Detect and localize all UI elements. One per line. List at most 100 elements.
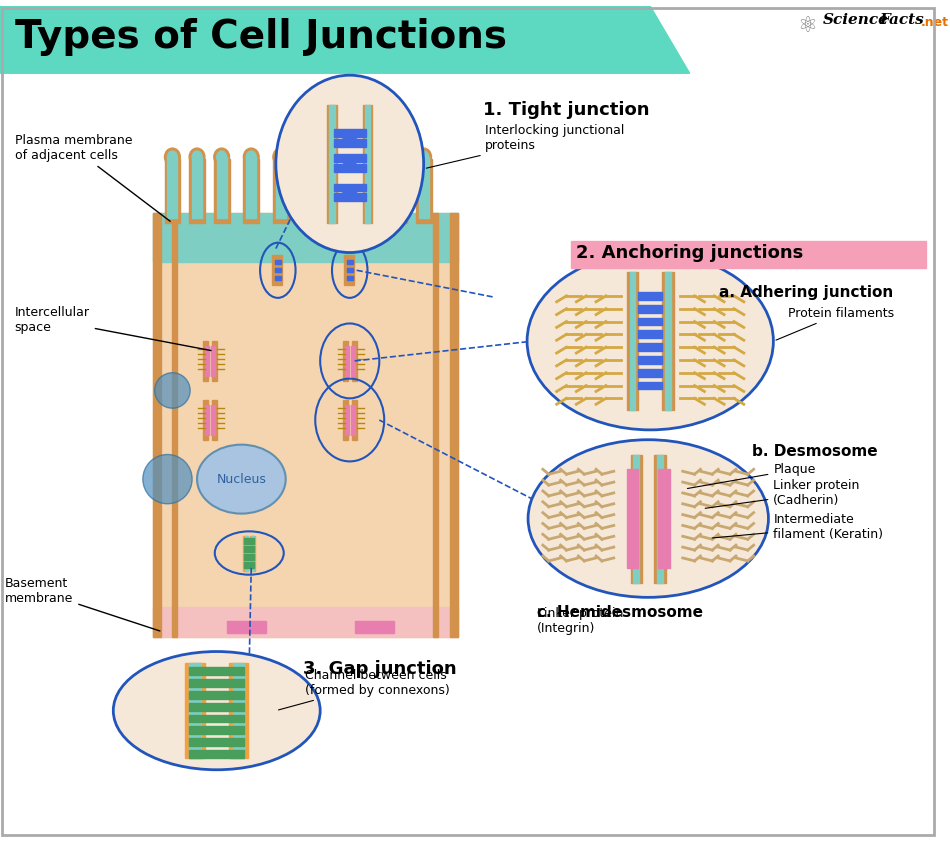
Bar (189, 668, 244, 675)
Text: ⚛: ⚛ (798, 16, 826, 36)
Ellipse shape (305, 151, 315, 163)
Bar (349, 255, 353, 285)
Bar (638, 368, 662, 377)
Text: Nucleus: Nucleus (217, 473, 266, 486)
Ellipse shape (164, 148, 180, 166)
Polygon shape (0, 6, 690, 73)
Bar (352, 341, 356, 381)
Bar (243, 536, 248, 571)
Bar (246, 157, 256, 218)
Bar (334, 139, 366, 148)
Text: Plasma membrane
of adjacent cells: Plasma membrane of adjacent cells (15, 134, 170, 222)
Bar (302, 159, 318, 223)
Text: Facts: Facts (880, 13, 924, 27)
Ellipse shape (189, 148, 205, 166)
Bar (212, 400, 217, 440)
Bar (205, 405, 209, 435)
Bar (189, 663, 201, 758)
Bar (172, 213, 178, 636)
Bar (192, 157, 202, 218)
Bar (275, 277, 281, 280)
Bar (334, 129, 366, 137)
Bar (251, 536, 255, 571)
Bar (189, 750, 244, 758)
Bar (362, 159, 377, 223)
Text: c. Hemidesmosome: c. Hemidesmosome (537, 605, 703, 620)
Bar (203, 400, 208, 440)
Text: Plaque: Plaque (688, 463, 816, 488)
Bar (211, 346, 215, 376)
Bar (334, 184, 366, 191)
Bar (630, 272, 636, 411)
Text: a. Adhering junction: a. Adhering junction (719, 285, 893, 300)
Bar (153, 213, 161, 636)
Circle shape (155, 373, 190, 408)
Bar (657, 454, 663, 583)
Bar (345, 405, 349, 435)
Bar (205, 346, 209, 376)
Bar (351, 405, 354, 435)
Bar (343, 400, 348, 440)
Bar (243, 159, 259, 223)
Ellipse shape (214, 148, 230, 166)
Text: Channel between cells
(formed by connexons): Channel between cells (formed by connexo… (278, 668, 450, 710)
Bar (211, 405, 215, 435)
Bar (347, 277, 352, 280)
Bar (655, 454, 666, 583)
Bar (305, 157, 315, 218)
Text: Protein filaments: Protein filaments (776, 307, 894, 340)
Bar (419, 157, 428, 218)
Bar (571, 241, 926, 268)
Bar (365, 157, 374, 218)
Bar (638, 330, 662, 338)
Bar (365, 105, 370, 223)
Ellipse shape (332, 148, 348, 166)
Bar (352, 400, 356, 440)
Text: Linker protein
(Cadherin): Linker protein (Cadherin) (705, 479, 860, 508)
Bar (212, 341, 217, 381)
Ellipse shape (394, 151, 404, 163)
Bar (164, 159, 180, 223)
Bar (354, 621, 394, 633)
Text: Intercellular
space: Intercellular space (15, 306, 211, 351)
Bar (394, 157, 404, 218)
Text: Types of Cell Junctions: Types of Cell Junctions (15, 18, 506, 56)
Bar (363, 105, 372, 223)
Ellipse shape (246, 151, 256, 163)
Bar (227, 621, 266, 633)
Bar (347, 260, 352, 265)
Text: 2. Anchoring junctions: 2. Anchoring junctions (577, 244, 804, 262)
Text: 1. Tight junction: 1. Tight junction (483, 100, 649, 119)
Bar (638, 382, 662, 389)
Bar (189, 679, 244, 687)
Ellipse shape (335, 151, 345, 163)
Ellipse shape (197, 444, 286, 513)
Ellipse shape (528, 440, 769, 598)
Text: Linker protein
(Integrin): Linker protein (Integrin) (537, 607, 623, 635)
Circle shape (142, 454, 192, 504)
Bar (189, 703, 244, 711)
Text: b. Desmosome: b. Desmosome (751, 444, 877, 459)
Bar (433, 213, 438, 636)
Bar (185, 663, 205, 758)
Bar (638, 343, 662, 351)
Bar (245, 536, 248, 571)
Bar (233, 663, 244, 758)
Ellipse shape (391, 148, 407, 166)
Bar (153, 213, 458, 636)
Bar (244, 562, 255, 568)
Bar (276, 157, 286, 218)
Ellipse shape (302, 148, 318, 166)
Bar (335, 157, 345, 218)
Bar (244, 554, 255, 560)
Ellipse shape (273, 148, 289, 166)
Bar (153, 607, 458, 636)
Ellipse shape (192, 151, 202, 163)
Ellipse shape (362, 148, 377, 166)
Bar (416, 159, 431, 223)
Ellipse shape (419, 151, 428, 163)
Bar (634, 454, 639, 583)
Bar (343, 341, 348, 381)
Bar (391, 159, 407, 223)
Bar (217, 157, 227, 218)
